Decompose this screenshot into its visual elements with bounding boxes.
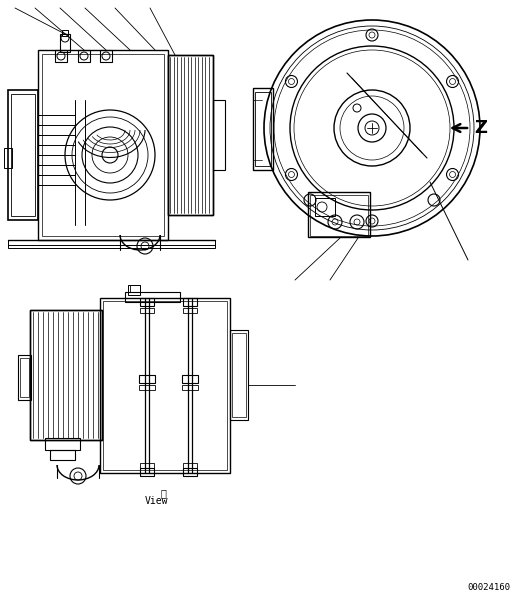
Bar	[139, 375, 155, 383]
Bar	[55, 50, 67, 62]
Bar	[50, 450, 75, 460]
Bar	[213, 100, 225, 170]
Bar	[30, 310, 102, 440]
Bar	[308, 192, 370, 237]
Bar	[140, 468, 154, 476]
Bar	[20, 358, 29, 397]
Bar	[30, 310, 102, 440]
Bar	[78, 50, 90, 62]
Text: View: View	[144, 496, 168, 506]
Bar	[230, 330, 248, 420]
Bar	[45, 438, 80, 450]
Bar	[8, 240, 215, 248]
Bar	[183, 468, 197, 476]
Bar	[125, 292, 180, 302]
Bar	[128, 285, 140, 295]
Bar	[255, 92, 271, 166]
Bar	[183, 308, 197, 313]
Bar	[100, 298, 230, 473]
Text: 00024160: 00024160	[467, 584, 510, 593]
Bar	[42, 54, 164, 236]
Bar	[60, 34, 70, 52]
Bar	[62, 30, 68, 36]
Bar	[140, 308, 154, 313]
Bar	[182, 375, 198, 383]
Bar	[18, 355, 31, 400]
Bar	[139, 385, 155, 390]
Bar	[103, 301, 227, 470]
Text: Z: Z	[474, 119, 487, 137]
Bar	[315, 198, 335, 216]
Bar	[168, 55, 213, 215]
Bar	[100, 50, 112, 62]
Bar	[140, 463, 154, 468]
Bar	[11, 94, 35, 216]
Bar	[310, 195, 368, 236]
Bar	[182, 385, 198, 390]
Bar	[253, 88, 273, 170]
Bar	[140, 298, 154, 306]
Text: 视: 视	[160, 488, 166, 498]
Bar	[232, 333, 246, 417]
Bar	[168, 55, 213, 215]
Bar	[38, 50, 168, 240]
Bar	[183, 298, 197, 306]
Bar	[183, 463, 197, 468]
Bar	[8, 90, 38, 220]
Bar	[4, 148, 12, 168]
